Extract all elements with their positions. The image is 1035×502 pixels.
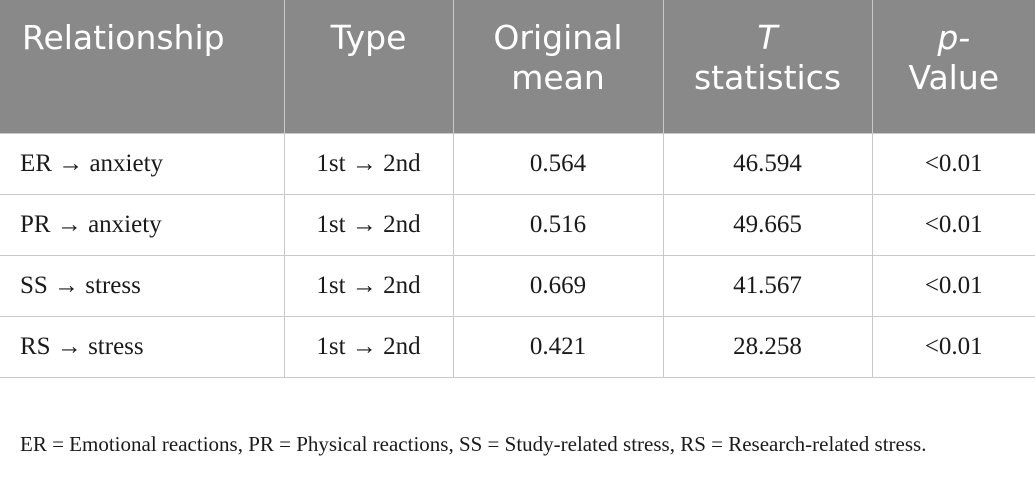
header-relationship: Relationship	[0, 0, 284, 134]
table-row: RS → stress 1st → 2nd 0.421 28.258 <0.01	[0, 316, 1035, 378]
header-t-statistics-line2: statistics	[693, 58, 842, 97]
cell-p-value: <0.01	[871, 133, 1035, 195]
header-type-label: Type	[330, 18, 407, 57]
cell-relationship: RS → stress	[0, 316, 284, 378]
cell-type: 1st → 2nd	[283, 133, 453, 195]
cell-t-statistics: 41.567	[662, 255, 872, 317]
cell-p-value: <0.01	[871, 316, 1035, 378]
header-original-mean-line2: mean	[511, 58, 605, 97]
header-t-statistics-line1: T	[757, 18, 778, 57]
cell-type: 1st → 2nd	[283, 316, 453, 378]
cell-p-value: <0.01	[871, 255, 1035, 317]
table-row: PR → anxiety 1st → 2nd 0.516 49.665 <0.0…	[0, 194, 1035, 256]
cell-type: 1st → 2nd	[283, 255, 453, 317]
cell-t-statistics: 46.594	[662, 133, 872, 195]
cell-original-mean: 0.564	[452, 133, 663, 195]
cell-relationship: PR → anxiety	[0, 194, 284, 256]
header-t-statistics: T statistics	[662, 0, 872, 134]
header-p-value-line2: Value	[908, 58, 1000, 97]
cell-original-mean: 0.421	[452, 316, 663, 378]
cell-type: 1st → 2nd	[283, 194, 453, 256]
cell-t-statistics: 28.258	[662, 316, 872, 378]
table-header-row: Relationship Type Original mean T statis…	[0, 0, 1035, 134]
header-relationship-label: Relationship	[22, 18, 225, 57]
table-row: ER → anxiety 1st → 2nd 0.564 46.594 <0.0…	[0, 133, 1035, 195]
cell-relationship: ER → anxiety	[0, 133, 284, 195]
header-original-mean-line1: Original	[493, 18, 623, 57]
results-table: Relationship Type Original mean T statis…	[0, 0, 1035, 378]
cell-p-value: <0.01	[871, 194, 1035, 256]
header-p-value: p- Value	[871, 0, 1035, 134]
cell-t-statistics: 49.665	[662, 194, 872, 256]
header-original-mean: Original mean	[452, 0, 663, 134]
header-p-value-line1: p-	[937, 18, 971, 57]
table-row: SS → stress 1st → 2nd 0.669 41.567 <0.01	[0, 255, 1035, 317]
table-footnote: ER = Emotional reactions, PR = Physical …	[20, 432, 927, 456]
cell-relationship: SS → stress	[0, 255, 284, 317]
header-type: Type	[283, 0, 453, 134]
cell-original-mean: 0.516	[452, 194, 663, 256]
cell-original-mean: 0.669	[452, 255, 663, 317]
